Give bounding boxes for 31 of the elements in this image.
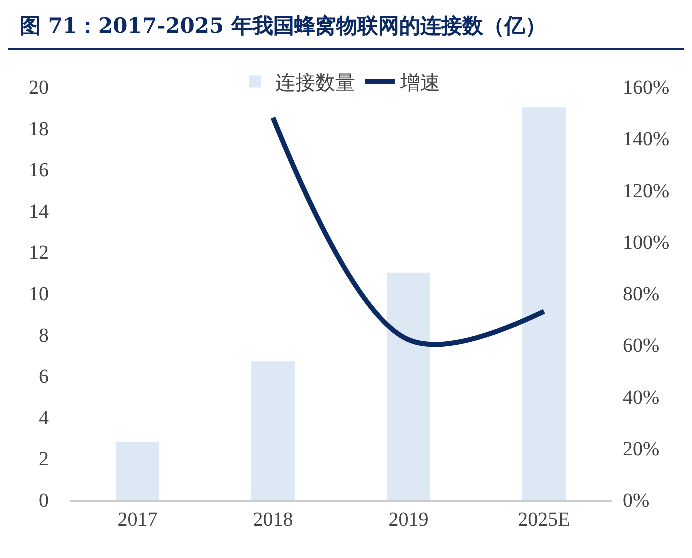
y2-tick-label: 60%	[623, 335, 660, 358]
y2-tick-label: 120%	[623, 180, 670, 202]
x-tick-label: 2025E	[518, 509, 570, 531]
y2-tick-label: 160%	[623, 77, 670, 99]
y-tick-label: 16	[29, 160, 49, 182]
y2-tick-label: 100%	[623, 232, 670, 254]
y2-tick-label: 140%	[623, 128, 670, 151]
y-tick-label: 10	[29, 284, 49, 306]
y-tick-label: 20	[29, 77, 49, 99]
bar	[252, 362, 295, 500]
legend-label: 增速	[400, 70, 440, 95]
y-tick-label: 12	[29, 242, 49, 264]
y-tick-label: 2	[39, 448, 49, 471]
x-tick-label: 2018	[253, 509, 294, 531]
y-tick-label: 18	[29, 118, 49, 140]
y-tick-label: 14	[29, 200, 49, 223]
y2-tick-label: 0%	[623, 490, 650, 512]
bar	[116, 442, 160, 500]
y-tick-label: 4	[39, 407, 49, 430]
bar	[387, 272, 430, 500]
y-tick-label: 0	[39, 490, 49, 512]
y2-tick-label: 80%	[623, 284, 660, 306]
x-tick-label: 2019	[388, 509, 429, 531]
y-tick-label: 6	[39, 366, 49, 388]
legend-label: 连接数量	[276, 70, 356, 95]
bar	[522, 108, 566, 500]
x-tick-label: 2017	[118, 509, 158, 531]
y-tick-label: 8	[39, 324, 49, 347]
chart-title: 图 71：2017-2025 年我国蜂窝物联网的连接数（亿）	[8, 0, 684, 50]
y2-tick-label: 40%	[623, 386, 660, 409]
y2-tick-label: 20%	[623, 438, 660, 460]
